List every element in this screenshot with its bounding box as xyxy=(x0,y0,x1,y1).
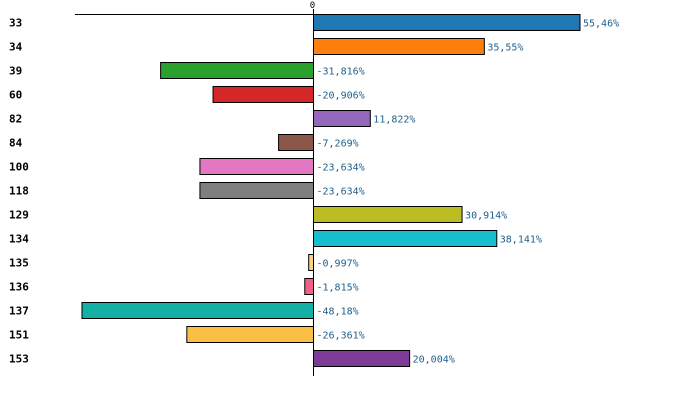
bar-134 xyxy=(313,230,498,247)
bar-137 xyxy=(81,302,314,319)
bar-33 xyxy=(313,14,581,31)
bar-82 xyxy=(313,110,371,127)
bar-135 xyxy=(308,254,314,271)
value-label-60: -20,906% xyxy=(317,91,365,102)
category-label-60: 60 xyxy=(9,89,22,102)
value-label-82: 11,822% xyxy=(373,115,415,126)
bar-84 xyxy=(278,134,314,151)
bar-153 xyxy=(313,350,411,367)
category-label-134: 134 xyxy=(9,233,29,246)
value-label-118: -23,634% xyxy=(317,187,365,198)
value-label-33: 55,46% xyxy=(583,19,619,30)
value-labels-group: 55,46% 35,55% -31,816% -20,906% 11,822% -7,26… xyxy=(317,19,620,366)
category-label-136: 136 xyxy=(9,281,29,294)
category-label-118: 118 xyxy=(9,185,29,198)
bar-118 xyxy=(199,182,315,199)
category-label-137: 137 xyxy=(9,305,29,318)
bar-39 xyxy=(160,62,314,79)
category-label-151: 151 xyxy=(9,329,29,342)
value-label-153: 20,004% xyxy=(413,355,455,366)
category-label-82: 82 xyxy=(9,113,22,126)
bars-group xyxy=(81,14,581,367)
bar-100 xyxy=(199,158,315,175)
category-label-129: 129 xyxy=(9,209,29,222)
zero-tick-label: 0 xyxy=(310,1,315,11)
bar-60 xyxy=(212,86,314,103)
value-label-34: 35,55% xyxy=(487,43,523,54)
value-label-100: -23,634% xyxy=(317,163,365,174)
value-label-136: -1,815% xyxy=(317,283,359,294)
category-label-84: 84 xyxy=(9,137,23,150)
category-label-33: 33 xyxy=(9,17,22,30)
value-label-137: -48,18% xyxy=(317,307,359,318)
value-label-129: 30,914% xyxy=(465,211,507,222)
value-label-151: -26,361% xyxy=(317,331,365,342)
category-label-135: 135 xyxy=(9,257,29,270)
bar-151 xyxy=(186,326,315,343)
category-label-153: 153 xyxy=(9,353,29,366)
category-label-39: 39 xyxy=(9,65,22,78)
category-labels-group: 33 34 39 60 82 84 100 118 129 134 135 136 137 151 153 xyxy=(9,17,29,366)
category-label-34: 34 xyxy=(9,41,23,54)
value-label-135: -0,997% xyxy=(317,259,359,270)
bar-136 xyxy=(304,278,314,295)
value-label-84: -7,269% xyxy=(317,139,359,150)
bar-34 xyxy=(313,38,485,55)
value-label-134: 38,141% xyxy=(500,235,542,246)
bar-129 xyxy=(313,206,463,223)
value-label-39: -31,816% xyxy=(317,67,365,78)
category-label-100: 100 xyxy=(9,161,29,174)
